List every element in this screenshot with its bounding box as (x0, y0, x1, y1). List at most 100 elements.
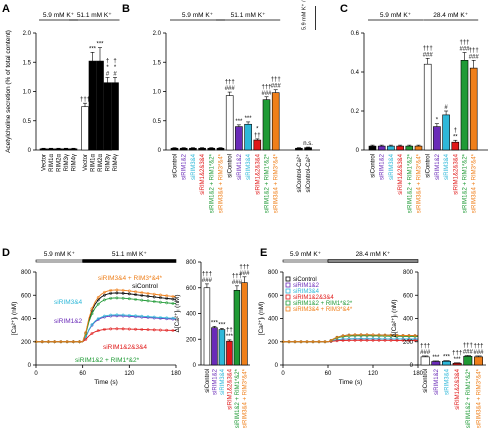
panel-A-bar (111, 82, 119, 151)
panel-E-trace-point (299, 340, 303, 344)
panel-A-bar (96, 60, 104, 151)
panel-B-significance: * (256, 126, 259, 132)
panel-D-trace-label: siRIM3&4 (54, 299, 83, 306)
panel-D-trace-point (152, 292, 156, 296)
panel-E-stim-bar-depol (327, 259, 419, 263)
panel-E-inset-significance: *** (443, 355, 451, 361)
panel-A-bar (69, 148, 78, 151)
panel-E-trace-point (407, 334, 411, 338)
panel-E-ylabel: [Ca²⁺]ᵢ (nM) (258, 302, 265, 336)
panel-E-xlabel: Time (s) (339, 379, 363, 386)
panel-A-significance: † (106, 58, 109, 64)
panel-D-trace-point (59, 340, 63, 344)
panel-A-ytick-label: 1.0 (23, 90, 32, 96)
panel-A-significance: # (113, 71, 117, 77)
panel-D-trace-point (134, 327, 138, 331)
panel-E-inset-ytick-label: 800 (403, 270, 414, 276)
panel-B-category-label: siRIM3&4 (191, 153, 197, 180)
panel-D-ytick-label: 800 (21, 270, 32, 276)
panel-B-category-label: siControl-Ca²⁺ (296, 154, 303, 193)
panel-C-ytick-label: 0.6 (351, 31, 360, 37)
panel-letter-B: B (122, 3, 130, 15)
panel-E-trace-point (359, 338, 363, 342)
panel-D-xtick-label: 120 (124, 371, 135, 377)
panel-C-significance: ††† (469, 48, 479, 54)
panel-A-significance: ††† (80, 97, 90, 103)
panel-D-trace-point (84, 331, 88, 334)
panel-A-category-label: RIM3γ (64, 154, 70, 171)
panel-D-inset-ytick-label: 400 (186, 312, 197, 318)
panel-E-trace-point (317, 340, 321, 344)
panel-E-legend-label: siRIM3&4 + RIM3*&4* (293, 307, 353, 313)
panel-C-ytick-label: 0 (356, 148, 360, 154)
panel-D-inset-significance: ### (239, 271, 250, 277)
panel-E-ytick-label: 400 (268, 317, 279, 323)
panel-B-category-label: siControl-Ca²⁺ (305, 154, 312, 193)
panel-D-trace-point (127, 297, 131, 301)
panel-E-trace-point (347, 333, 351, 337)
panel-B-category-label: siRIM1&2 + RIM1*&2* (265, 153, 271, 213)
panel-C-bar (414, 145, 423, 151)
panel-C-significance: ### (423, 52, 434, 58)
panel-E-legend-label: siRIM1&2 (293, 283, 320, 289)
panel-E-ytick-label: 800 (268, 270, 279, 276)
panel-D-inset-category-label: siRIM3&4 (220, 368, 226, 395)
panel-D-trace-point (165, 316, 169, 320)
panel-D-trace-point (152, 300, 156, 303)
panel-E-trace-point (323, 340, 327, 344)
panel-D-inset-significance: *** (226, 334, 234, 340)
panel-E-inset-ytick-label: 0 (410, 363, 414, 369)
panel-E-inset-ytick-label: 400 (403, 317, 414, 323)
panel-D-trace-point (34, 340, 38, 344)
panel-D-trace (36, 289, 177, 343)
panel-A-category-label: RIM2α (98, 153, 104, 171)
panel-D-trace-point (102, 293, 106, 297)
panel-D-trace-point (158, 328, 162, 332)
panel-E-inset-bar (463, 355, 473, 366)
panel-B-category-label: siRIM1&2 + RIM1*&2* (209, 153, 215, 213)
panel-E-inset-ylabel: Δ[Ca²⁺]ᵢ (nM) (391, 299, 398, 337)
panel-B-significance: *** (245, 116, 253, 122)
panel-E-xtick-label: 180 (413, 371, 424, 377)
panel-A-ylabel: Acetylcholine secretion (% of total cont… (5, 30, 12, 153)
panel-B-bar (207, 147, 216, 151)
panel-C-significance: ** (453, 134, 458, 140)
panel-D-trace-point (158, 300, 162, 304)
panel-D-trace-point (78, 340, 82, 344)
panel-D-trace-point (146, 294, 150, 298)
panel-D-trace-label: siRIM1&2 (54, 318, 83, 325)
panel-E-inset-category-label: siRIM3&4 + RIM3*&4* (476, 368, 482, 428)
panel-D-trace-point (90, 307, 94, 311)
panel-D-trace-point (158, 316, 162, 319)
panel-E-inset-significance: ††† (420, 343, 430, 349)
panel-E-inset-significance: ### (420, 350, 431, 356)
panel-D-inset-bar (233, 290, 241, 366)
panel-E-trace-point (305, 340, 309, 344)
panel-C-condition-label: 5.9 mM K⁺ (380, 12, 412, 19)
panel-B-category-label: siRIM3&4 + RIM3*&4* (219, 153, 225, 213)
panel-E-trace-point (383, 338, 387, 342)
panel-C-significance: # (444, 105, 448, 111)
panel-D-trace-point (109, 291, 113, 295)
panel-letter-C: C (340, 3, 348, 15)
panel-D-inset-significance: †† (226, 327, 233, 333)
panel-D-trace-point (102, 314, 106, 318)
panel-D-inset-significance: ††† (239, 264, 249, 270)
panel-B-bar (189, 147, 197, 151)
panel-E-trace-point (371, 333, 375, 337)
panel-E-trace-point (335, 339, 339, 343)
panel-A-ytick-label: 0.5 (23, 119, 32, 125)
panel-D-trace-point (96, 295, 100, 299)
panel-C-category-label: siControl (426, 154, 432, 178)
panel-D-trace-point (102, 298, 106, 302)
panel-D-inset-category-label: siRIM3&4 + RIM3*&4* (242, 368, 248, 428)
panel-D-trace-point (109, 296, 113, 300)
panel-B-bar (295, 147, 303, 151)
panel-B-bar (253, 139, 262, 151)
panel-A-bar (88, 60, 97, 151)
panel-A-significance: * (106, 65, 109, 71)
panel-C-bar (423, 63, 432, 151)
panel-A-significance: *** (96, 42, 104, 48)
panel-D-inset-significance: ††† (232, 273, 242, 279)
panel-E-inset-bar (474, 356, 483, 366)
